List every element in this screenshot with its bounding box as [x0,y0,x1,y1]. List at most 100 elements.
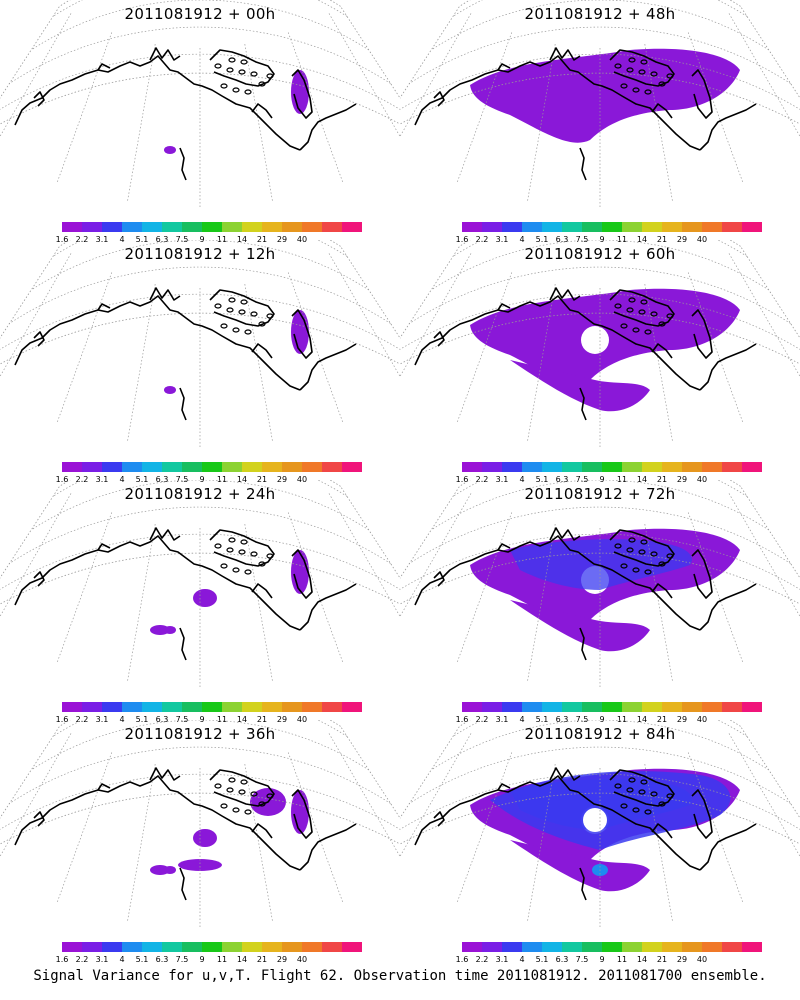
colorbar-swatch [582,222,602,232]
coastline [414,47,757,181]
colorbar-label: 9 [599,235,605,244]
colorbar-label: 6.3 [155,715,169,724]
colorbar-label: 40 [296,955,308,964]
island [244,809,252,815]
island [666,73,674,79]
colorbar-swatch [182,222,202,232]
coastline-segment [14,55,301,151]
coastline-segment [579,867,587,901]
colorbar-label: 7.5 [175,235,189,244]
longitude-line [328,13,400,138]
island [626,787,634,793]
colorbar-swatch [742,702,762,712]
coastline-segment [651,343,673,359]
island [244,329,252,335]
colorbar-label: 7.5 [175,955,189,964]
island [658,321,666,327]
colorbar-label: 40 [696,475,708,484]
longitude-line [328,733,400,858]
variance-region [291,790,309,834]
island [214,303,222,309]
island [266,73,274,79]
variance-gap [583,808,607,832]
latitude-line [9,506,391,564]
coastline-segment [549,527,581,541]
colorbar-label: 4 [119,475,125,484]
island [244,569,252,575]
colorbar-swatch [122,702,142,712]
colorbar-swatch [722,222,742,232]
forecast-map [0,720,400,928]
colorbar-label: 2.2 [475,955,489,964]
forecast-map [400,240,800,448]
map-panel: 2011081912 + 48h 1.6 2.2 3.1 4 5.1 6.3 7.5 9 11 14… [400,0,800,245]
island [638,69,646,75]
coastline-segment [209,529,275,567]
forecast-map [400,720,800,928]
colorbar-swatch [702,942,722,952]
island [226,787,234,793]
coastline-segment [33,331,45,347]
latitude-line [30,480,370,531]
colorbar-swatch [662,702,682,712]
island [658,801,666,807]
colorbar-swatch [622,942,642,952]
coastline-segment [209,769,275,807]
colorbar-swatch [62,462,82,472]
island [666,313,674,319]
longitude-line [728,493,800,618]
colorbar-swatch [202,222,222,232]
colorbar-swatch [242,942,262,952]
colorbar-swatch [222,222,242,232]
colorbar-swatch [502,942,522,952]
coastline-segment [699,583,757,631]
graticule [400,240,800,448]
island [258,81,266,87]
colorbar-label: 4 [519,235,525,244]
island [228,57,236,63]
island [238,69,246,75]
colorbar-swatch [142,222,162,232]
island [666,553,674,559]
longitude-line [687,752,744,903]
colorbar-swatch [542,942,562,952]
colorbar-swatch [122,462,142,472]
colorbar-label: 5.1 [135,715,149,724]
colorbar-label: 1.6 [455,955,469,964]
colorbar-label: 29 [676,475,688,484]
coastline-segment [414,55,701,151]
domain-outline [400,480,800,605]
coastline-segment [14,775,301,871]
longitude-line [644,44,673,202]
colorbar-label: 2.2 [75,715,89,724]
colorbar-label: 3.1 [495,475,509,484]
colorbar-swatch [242,702,262,712]
colorbar-label: 21 [256,715,268,724]
colorbar-label: 9 [599,955,605,964]
coastline-segment [251,103,273,119]
island [620,323,628,329]
colorbar-label: 6.3 [555,955,569,964]
latitude-line [0,533,400,590]
colorbar-swatch [582,942,602,952]
island [632,87,640,93]
coastline-segment [549,47,581,61]
colorbar-label: 1.6 [455,235,469,244]
coastline [14,527,357,661]
island [650,311,658,317]
colorbar-label: 7.5 [575,955,589,964]
colorbar-swatch [462,702,482,712]
variance-region [164,386,176,394]
coastline-segment [414,295,701,391]
colorbar-label: 21 [256,955,268,964]
colorbar-swatch [682,222,702,232]
coastline [414,527,757,661]
colorbar-swatch [602,462,622,472]
island [650,791,658,797]
colorbar-swatch [202,942,222,952]
coastline-segment [291,69,313,119]
coastline [14,47,357,181]
colorbar-swatch [742,942,762,952]
domain-outline [0,0,400,125]
colorbar-swatch [722,702,742,712]
